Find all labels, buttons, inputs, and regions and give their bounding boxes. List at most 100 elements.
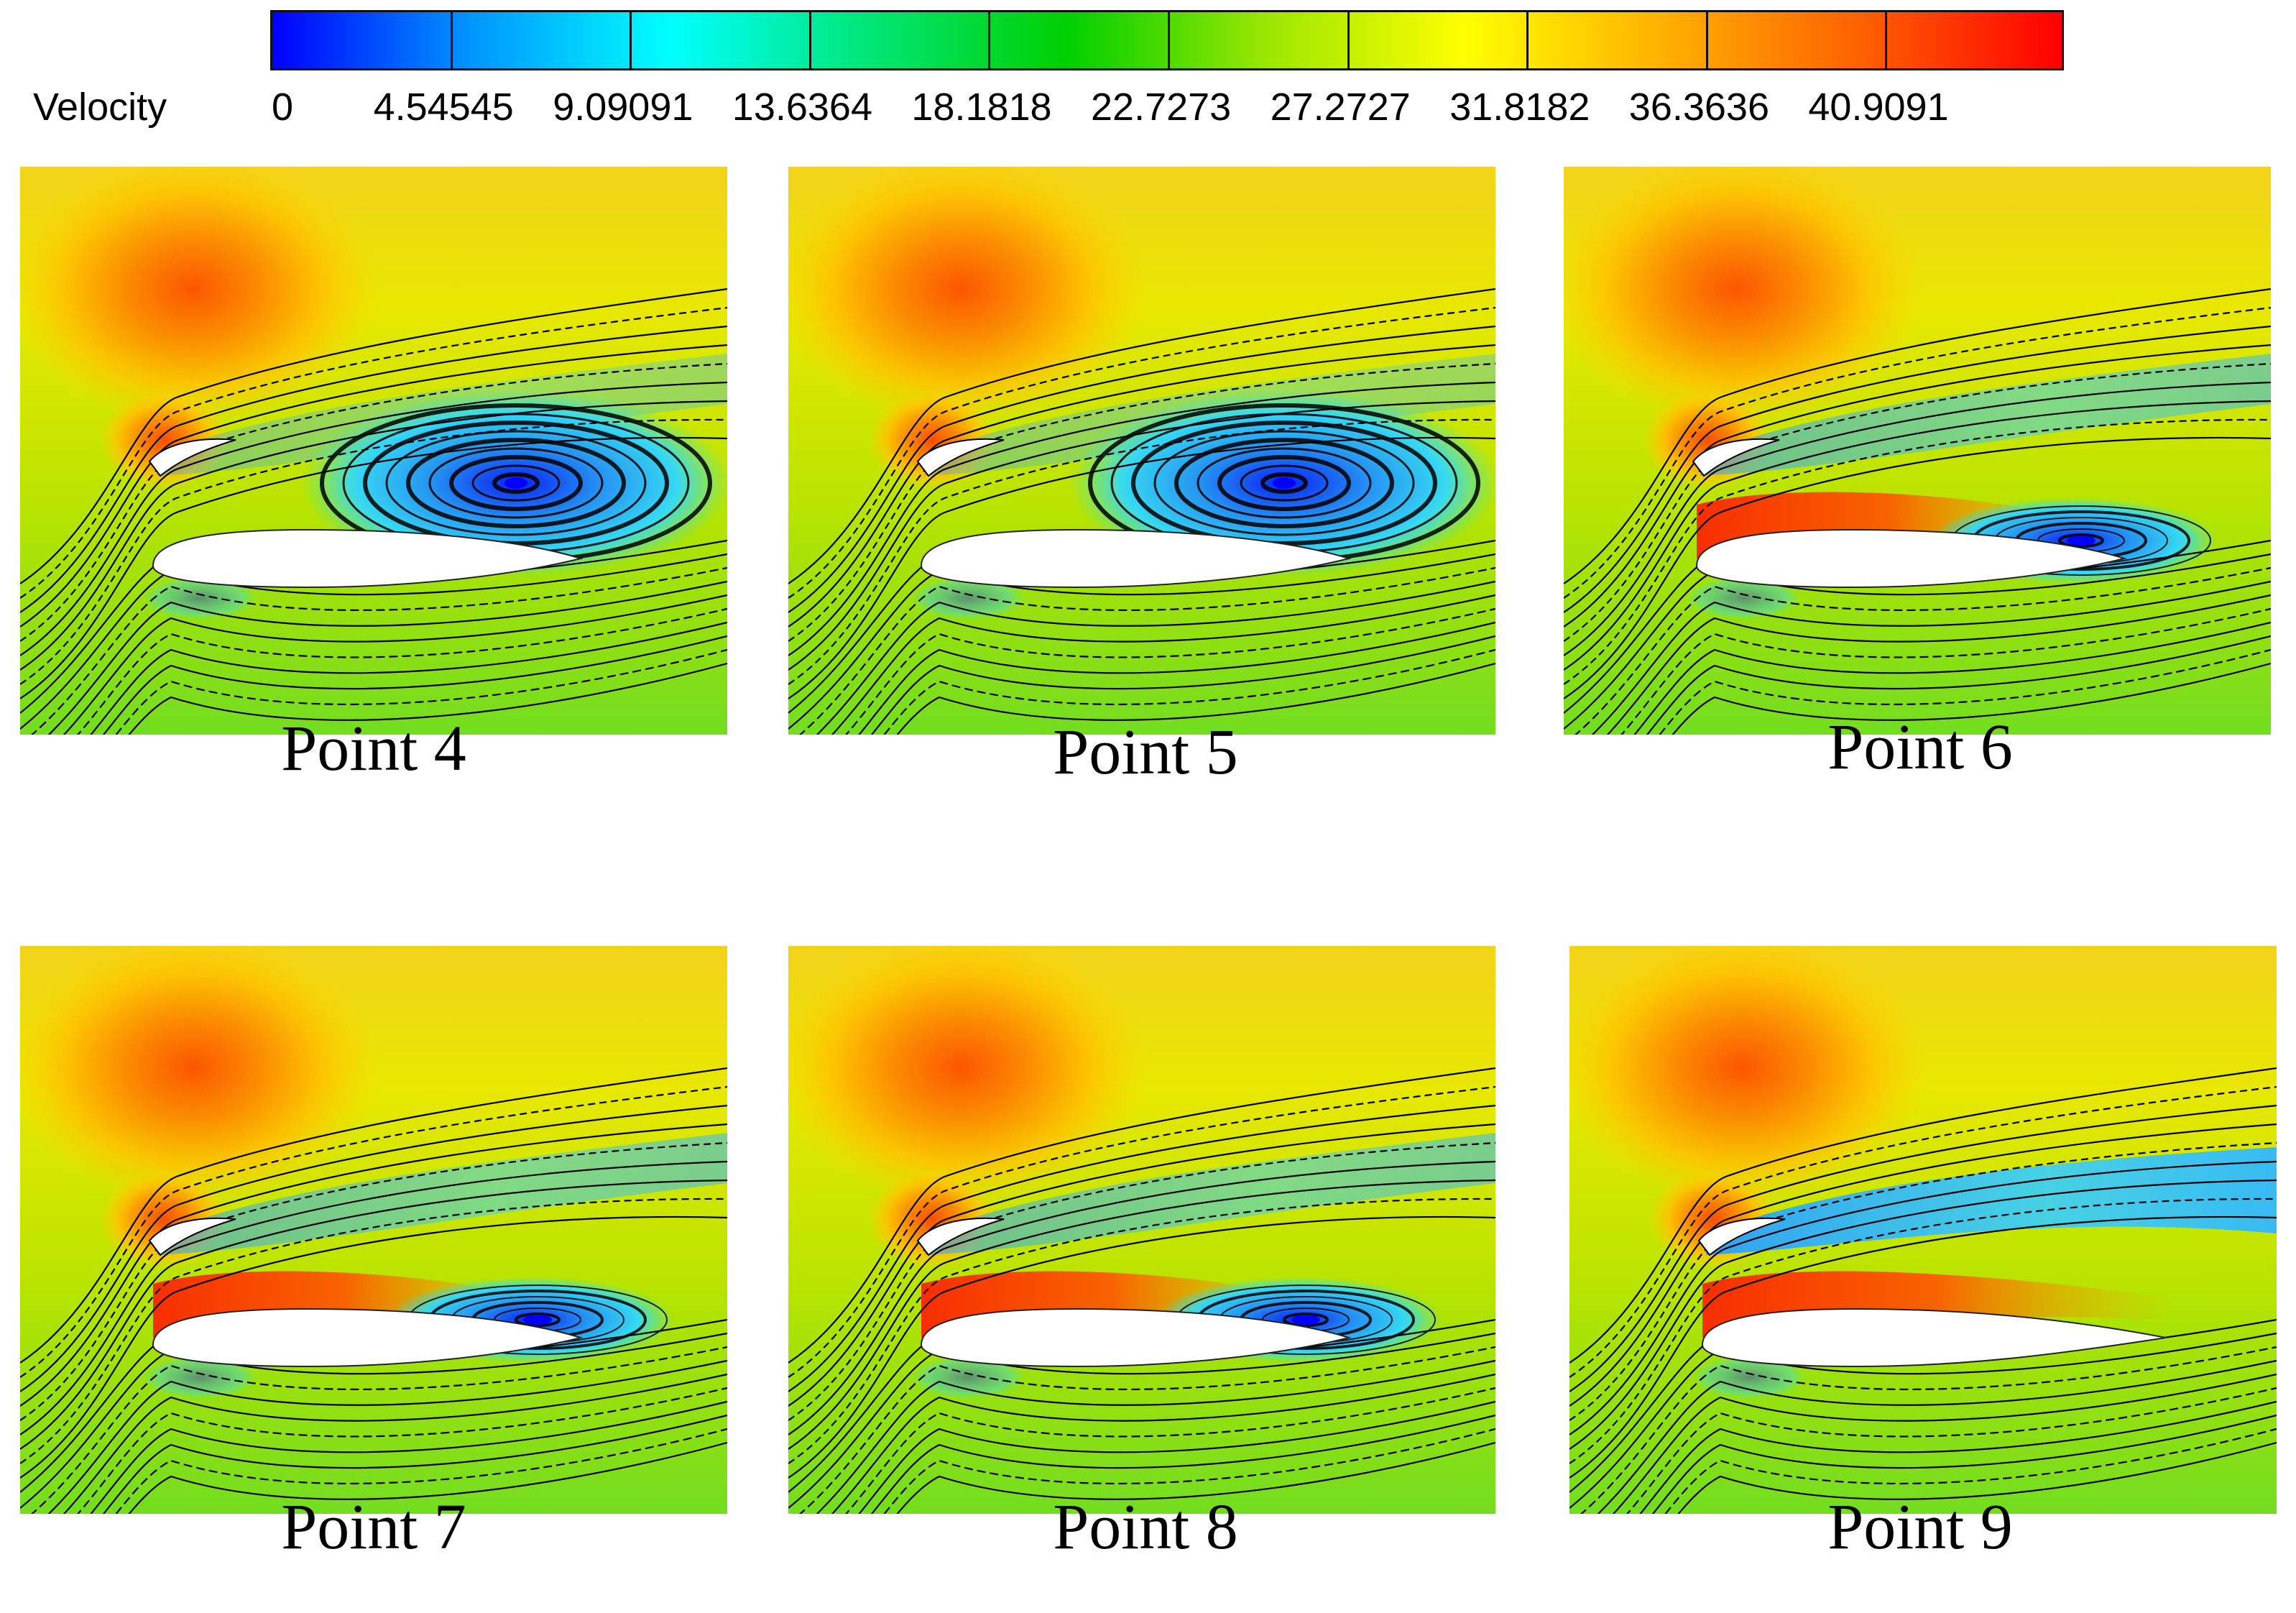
streamline <box>20 381 727 656</box>
streamline <box>1633 621 2271 735</box>
main-airfoil <box>1695 528 2127 589</box>
colorbar-tick-label: 22.7273 <box>1091 86 1232 129</box>
velocity-contour-panel <box>788 167 1495 735</box>
streamline <box>1569 1198 2277 1464</box>
high-velocity-region <box>788 946 1148 1205</box>
streamline <box>47 580 727 735</box>
streamline <box>63 594 727 735</box>
streamline <box>20 436 727 699</box>
colorbar-tick-label: 36.3636 <box>1628 86 1769 129</box>
streamline <box>788 1123 1495 1407</box>
streamline <box>1639 1400 2277 1514</box>
colorbar-divider <box>450 12 453 68</box>
streamline <box>788 362 1495 642</box>
streamline <box>90 1400 727 1514</box>
slat <box>1697 1217 1786 1256</box>
streamline <box>896 662 1495 735</box>
colorbar-tick-label: 27.2727 <box>1270 86 1411 129</box>
streamline <box>1564 381 2271 656</box>
high-velocity-region <box>1569 946 1929 1205</box>
streamline <box>1574 566 2271 735</box>
high-velocity-region <box>20 946 379 1205</box>
slat <box>916 1217 1005 1256</box>
streamline <box>798 1346 1495 1514</box>
streamline <box>1569 1141 2277 1421</box>
streamline <box>20 1160 727 1435</box>
slat <box>916 438 1005 477</box>
streamline <box>128 1441 727 1514</box>
streamline <box>816 580 1495 735</box>
streamline <box>845 1387 1495 1514</box>
slat <box>148 438 236 477</box>
streamline <box>788 325 1495 613</box>
streamline <box>788 1141 1495 1421</box>
streamlines <box>20 288 727 735</box>
colorbar-divider <box>1168 12 1170 68</box>
streamline <box>102 1414 727 1514</box>
streamline <box>20 1123 727 1407</box>
colorbar-divider <box>630 12 632 68</box>
streamline <box>20 1104 727 1392</box>
streamline <box>1612 1373 2277 1514</box>
stagnation-region <box>1686 576 1801 620</box>
streamline <box>128 662 727 735</box>
streamline <box>1646 635 2271 735</box>
panel-caption: Point 8 <box>1053 1492 1238 1563</box>
streamline <box>20 1067 727 1364</box>
streamline <box>20 400 727 671</box>
streamline <box>115 1428 727 1514</box>
streamline <box>115 648 727 735</box>
colorbar-divider <box>1347 12 1350 68</box>
main-airfoil <box>920 528 1352 589</box>
panel-caption: Point 9 <box>1827 1492 2013 1563</box>
streamline <box>1569 1160 2277 1435</box>
streamline <box>788 436 1495 699</box>
streamline <box>63 1373 727 1514</box>
panel-caption: Point 4 <box>281 713 466 784</box>
streamline <box>1677 1441 2277 1514</box>
streamline <box>1580 1346 2277 1514</box>
streamline <box>845 607 1495 735</box>
colorbar-divider <box>1705 12 1708 68</box>
main-airfoil <box>152 1308 584 1368</box>
streamline <box>1564 288 2271 584</box>
panel-caption: Point 5 <box>1053 717 1238 788</box>
vortex-streamline <box>1153 430 1415 536</box>
streamline <box>20 288 727 584</box>
streamline <box>1564 418 2271 685</box>
streamline <box>20 344 727 628</box>
streamline <box>788 1216 1495 1479</box>
vortex-streamline <box>492 472 540 494</box>
streamline <box>20 362 727 642</box>
vortex-core <box>2067 536 2096 546</box>
panel-caption: Point 7 <box>281 1492 466 1563</box>
streamline <box>1564 436 2271 699</box>
main-airfoil <box>920 1308 1352 1368</box>
streamline <box>30 566 727 735</box>
streamline <box>1651 1414 2277 1514</box>
streamlines <box>1564 288 2271 735</box>
velocity-contour-panel <box>788 946 1495 1514</box>
streamline <box>896 1441 1495 1514</box>
streamline <box>870 1414 1495 1514</box>
streamline <box>1564 325 2271 613</box>
streamline <box>788 1160 1495 1435</box>
streamline <box>816 1359 1495 1514</box>
streamlines <box>788 1067 1495 1514</box>
streamline <box>1672 662 2271 735</box>
streamline <box>788 1067 1495 1364</box>
streamline <box>1659 648 2271 735</box>
streamline <box>1569 1104 2277 1392</box>
streamline <box>77 607 727 735</box>
vortex-streamline <box>471 464 561 502</box>
stagnation-region <box>142 576 257 620</box>
velocity-contour-panel <box>1564 167 2271 735</box>
streamline <box>1564 400 2271 671</box>
high-velocity-region <box>20 167 379 426</box>
streamline <box>1564 362 2271 642</box>
main-airfoil <box>1701 1308 2167 1368</box>
colorbar-tick-label: 40.9091 <box>1808 86 1949 129</box>
colorbar-tick-label: 0 <box>272 86 294 129</box>
streamline <box>883 648 1495 735</box>
streamline <box>1569 1123 2277 1407</box>
